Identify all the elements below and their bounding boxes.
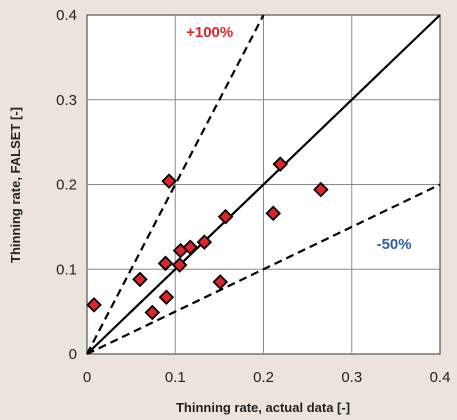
y-tick-label: 0 — [69, 346, 77, 363]
reference-lines — [86, 14, 441, 355]
annotations: +100% -50% — [186, 24, 412, 253]
data-point — [161, 173, 177, 189]
data-point — [313, 181, 329, 198]
x-tick-label: 0.2 — [253, 369, 274, 386]
data-point — [265, 205, 281, 222]
y-tick-labels: 0 0.1 0.2 0.3 0.4 — [56, 7, 77, 363]
y-axis-title: Thinning rate, FALSET [-] — [8, 107, 23, 263]
y-tick-label: 0.2 — [56, 177, 77, 194]
reference-line-dashed — [86, 14, 265, 355]
annotation-label: -50% — [377, 236, 412, 253]
annotation-label: +100% — [186, 24, 233, 41]
data-point — [272, 156, 289, 172]
y-tick-label: 0.3 — [56, 92, 77, 109]
x-axis-title: Thinning rate, actual data [-] — [176, 400, 350, 415]
data-point — [196, 234, 213, 250]
data-point — [86, 297, 102, 313]
data-point — [171, 257, 188, 273]
x-tick-label: 0.3 — [341, 369, 362, 386]
reference-line-1to1 — [86, 14, 441, 355]
data-point — [217, 208, 234, 225]
x-tick-label: 0.4 — [430, 369, 451, 386]
y-tick-label: 0.1 — [56, 261, 77, 278]
reference-line-dashed — [86, 183, 441, 355]
data-point — [132, 271, 148, 288]
x-tick-labels: 0 0.1 0.2 0.3 0.4 — [83, 369, 451, 386]
data-point — [157, 255, 174, 272]
data-point — [144, 304, 161, 321]
y-tick-label: 0.4 — [56, 7, 77, 24]
data-points — [86, 156, 329, 321]
data-point — [182, 239, 199, 255]
data-point — [158, 289, 175, 305]
x-tick-label: 0.1 — [165, 369, 186, 386]
x-tick-label: 0 — [83, 369, 91, 386]
data-point — [212, 274, 229, 290]
